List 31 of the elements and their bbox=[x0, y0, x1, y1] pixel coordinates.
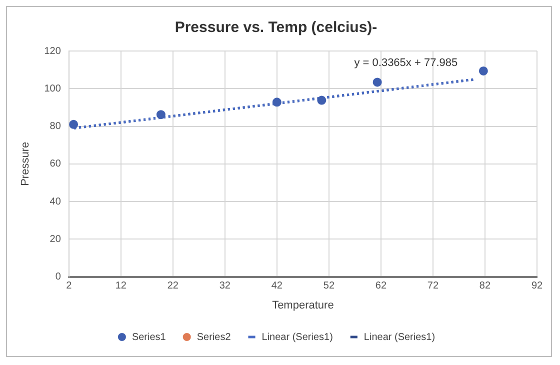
y-tick-label: 80 bbox=[50, 121, 62, 132]
x-tick-label: 22 bbox=[167, 280, 179, 292]
x-tick-label: 32 bbox=[219, 280, 231, 292]
legend-label: Linear (Series1) bbox=[364, 332, 436, 343]
y-tick-label: 100 bbox=[44, 83, 62, 94]
point bbox=[156, 110, 166, 120]
legend-label: Series2 bbox=[196, 332, 232, 343]
x-tick-label: 82 bbox=[479, 280, 491, 292]
x-tick-label: 72 bbox=[427, 280, 439, 292]
x-tick-label: 92 bbox=[531, 280, 543, 292]
annotation: y = 0.3365x + 77.985 bbox=[354, 57, 458, 70]
y-tick-label: 120 bbox=[44, 46, 62, 57]
legend-label: Series1 bbox=[132, 332, 166, 343]
y-tick-label: 60 bbox=[50, 158, 62, 170]
y-axis-title: Pressure bbox=[20, 142, 32, 186]
x-tick-label: 2 bbox=[66, 280, 72, 292]
point bbox=[372, 78, 382, 87]
legend-label: Linear (Series1) bbox=[262, 332, 333, 343]
x-tick-label: 42 bbox=[271, 280, 283, 292]
y-tick-label: 40 bbox=[50, 196, 62, 208]
x-tick-label: 62 bbox=[375, 280, 387, 292]
point bbox=[317, 96, 326, 105]
x-axis-title: Temperature bbox=[272, 299, 334, 312]
point bbox=[69, 120, 78, 129]
x-tick-label: 52 bbox=[323, 280, 335, 292]
point bbox=[478, 66, 488, 76]
chart-title: Pressure vs. Temp (celcius)- bbox=[174, 19, 378, 36]
x-tick-label: 12 bbox=[115, 280, 127, 292]
y-tick-label: 20 bbox=[50, 234, 62, 245]
point bbox=[272, 98, 282, 107]
y-tick-label: 0 bbox=[55, 272, 62, 283]
